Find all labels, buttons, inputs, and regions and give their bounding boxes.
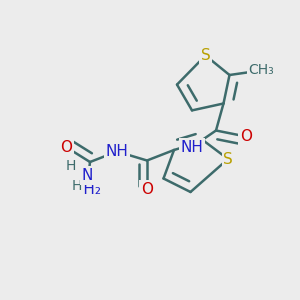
Text: O: O: [60, 140, 72, 154]
Text: NH: NH: [106, 144, 128, 159]
Text: CH₃: CH₃: [248, 64, 274, 77]
Text: N: N: [81, 168, 93, 183]
Text: S: S: [223, 152, 233, 166]
Text: S: S: [201, 48, 210, 63]
Text: H: H: [65, 160, 76, 173]
Text: NH: NH: [181, 140, 203, 154]
Text: O: O: [240, 129, 252, 144]
Text: NH₂: NH₂: [73, 182, 101, 196]
Text: O: O: [141, 182, 153, 196]
Text: H: H: [71, 179, 82, 193]
